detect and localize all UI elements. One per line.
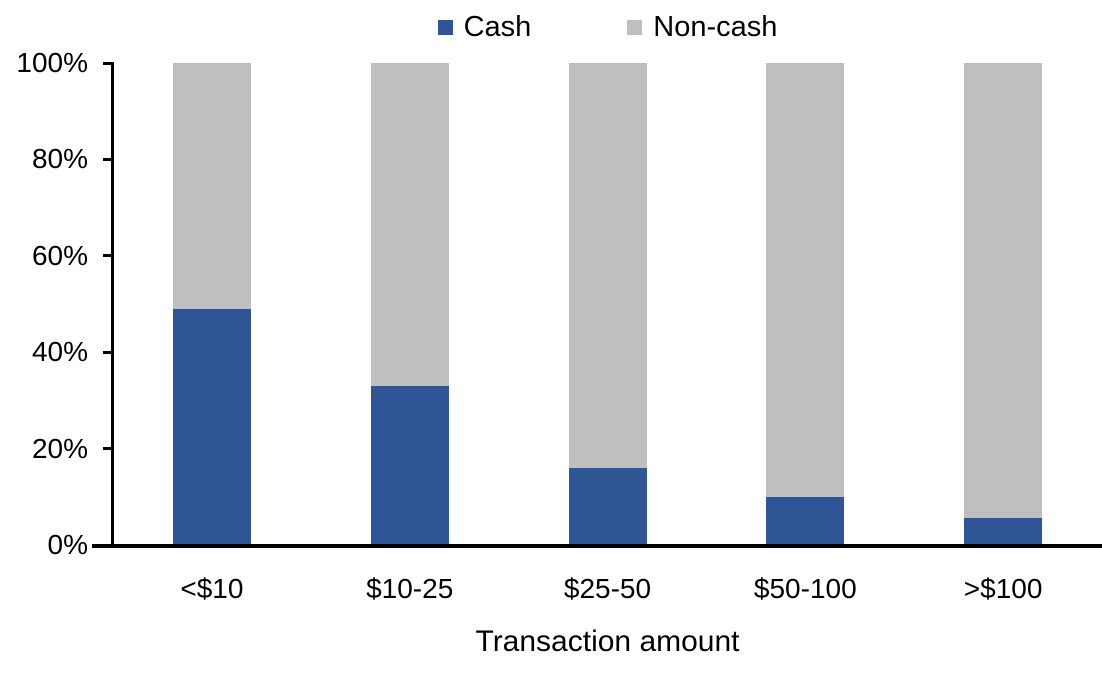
y-tick-label: 20%	[31, 432, 88, 464]
y-tick	[103, 254, 113, 258]
y-tick	[103, 447, 113, 451]
y-tick-label: 80%	[31, 143, 88, 175]
bar-segment-noncash	[568, 63, 647, 468]
y-tick-label: 0%	[47, 529, 88, 560]
bar-group	[766, 63, 845, 545]
y-tick	[103, 543, 113, 547]
bar-segment-noncash	[964, 63, 1043, 519]
x-axis-line	[92, 544, 1102, 548]
bar-segment-cash	[172, 308, 251, 545]
bar-segment-cash	[568, 467, 647, 545]
bar-group	[172, 63, 251, 545]
legend-swatch-icon	[437, 19, 453, 35]
legend-item-cash: Cash	[437, 8, 532, 46]
y-axis-line	[111, 62, 114, 548]
legend-swatch-icon	[627, 19, 643, 35]
bar-segment-noncash	[370, 63, 449, 386]
plot-area	[113, 63, 1102, 545]
bar-segment-cash	[964, 518, 1043, 545]
y-tick	[103, 157, 113, 161]
legend: Cash Non-cash	[113, 8, 1102, 46]
x-tick-label: >$100	[963, 573, 1043, 604]
bar-group	[370, 63, 449, 545]
y-tick-label: 60%	[31, 239, 88, 271]
y-tick	[103, 350, 113, 354]
x-tick-label: <$10	[180, 573, 244, 604]
legend-item-non-cash: Non-cash	[627, 8, 777, 46]
legend-label: Non-cash	[653, 11, 778, 43]
x-tick-label: $10-25	[366, 573, 454, 604]
bar-segment-noncash	[172, 63, 251, 309]
legend-label: Cash	[463, 11, 532, 43]
bar-segment-cash	[370, 385, 449, 545]
x-tick-label: $50-100	[753, 573, 857, 604]
y-tick	[103, 61, 113, 65]
y-tick-label: 40%	[31, 336, 88, 368]
bar-segment-noncash	[766, 63, 845, 497]
x-axis-title: Transaction amount	[475, 625, 740, 658]
bar-segment-cash	[766, 496, 845, 545]
bar-group	[964, 63, 1043, 545]
x-tick-label: $25-50	[563, 573, 652, 604]
bar-group	[568, 63, 647, 545]
y-tick-label: 100%	[16, 47, 88, 78]
